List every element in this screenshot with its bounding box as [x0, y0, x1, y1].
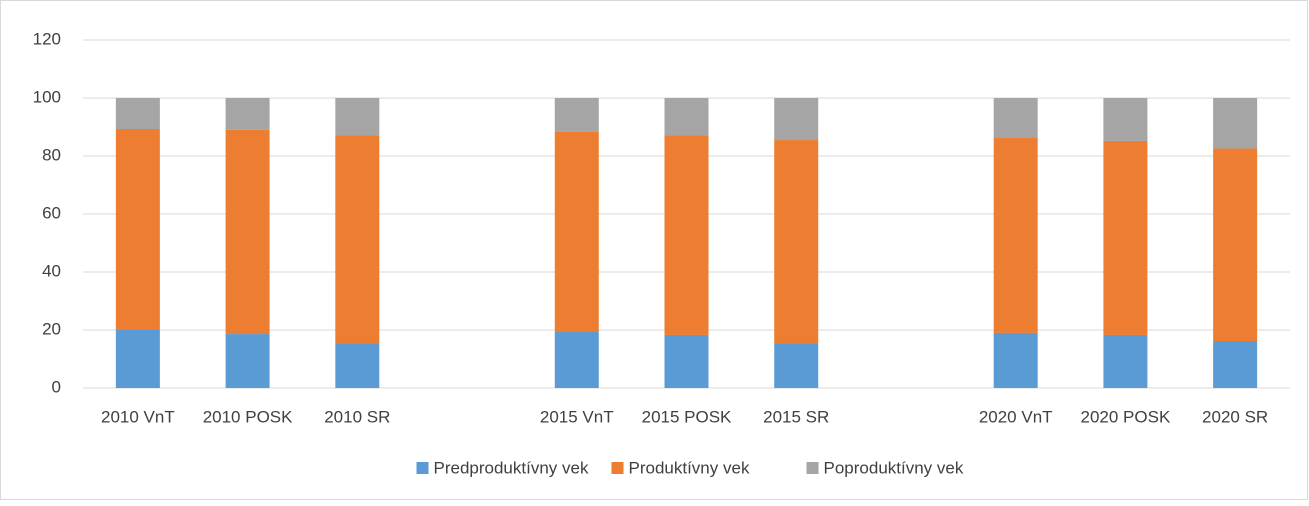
- bar-segment: [993, 138, 1038, 333]
- bar-segment: [115, 129, 160, 330]
- bar-segment: [1213, 341, 1258, 388]
- bar-segment: [664, 98, 709, 136]
- x-tick-label: 2020 POSK: [1081, 407, 1171, 426]
- x-tick-label: 2010 POSK: [203, 407, 293, 426]
- legend-swatch: [416, 462, 429, 474]
- bar-segment: [225, 98, 270, 130]
- x-tick-label: 2015 VnT: [540, 407, 614, 426]
- bar-segment: [1103, 334, 1148, 388]
- bar-segment: [554, 98, 599, 132]
- bar-segment: [1103, 98, 1148, 141]
- y-tick-label: 0: [52, 377, 61, 396]
- y-tick-label: 120: [33, 29, 61, 48]
- x-tick-label: 2020 SR: [1202, 407, 1268, 426]
- bar-segment: [225, 129, 270, 335]
- x-tick-label: 2015 SR: [763, 407, 829, 426]
- x-tick-label: 2020 VnT: [979, 407, 1053, 426]
- legend-label: Predproduktívny vek: [434, 458, 589, 477]
- bar-segment: [115, 330, 160, 388]
- y-tick-label: 60: [42, 203, 61, 222]
- legend-label: Produktívny vek: [629, 458, 750, 477]
- bar-segment: [554, 131, 599, 333]
- bar-segment: [1213, 98, 1258, 149]
- x-tick-label: 2010 SR: [324, 407, 390, 426]
- bar-segment: [993, 98, 1038, 139]
- x-tick-label: 2015 POSK: [642, 407, 732, 426]
- legend-label: Poproduktívny vek: [824, 458, 964, 477]
- bar-segment: [664, 135, 709, 335]
- bar-segment: [774, 140, 819, 344]
- x-tick-label: 2010 VnT: [101, 407, 175, 426]
- y-tick-label: 100: [33, 87, 61, 106]
- y-tick-label: 80: [42, 145, 61, 164]
- bar-segment: [554, 332, 599, 388]
- y-tick-label: 40: [42, 261, 61, 280]
- legend-swatch: [611, 462, 624, 474]
- bar-segment: [664, 334, 709, 388]
- bar-segment: [774, 98, 819, 141]
- bar-segment: [774, 343, 819, 388]
- bar-segment: [1103, 140, 1148, 335]
- bar-segment: [1213, 148, 1258, 342]
- bar-segment: [993, 332, 1038, 388]
- bar-segment: [335, 135, 380, 344]
- y-tick-label: 20: [42, 319, 61, 338]
- legend-swatch: [806, 462, 819, 474]
- bar-segment: [335, 343, 380, 388]
- bar-segment: [115, 98, 160, 130]
- bar-segment: [335, 98, 380, 136]
- bar-segment: [225, 334, 270, 388]
